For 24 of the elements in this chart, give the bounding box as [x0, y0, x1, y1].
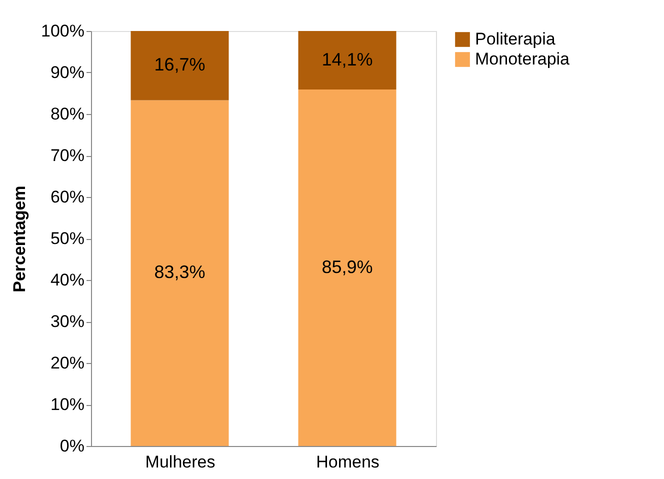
data-label: 14,1%	[322, 49, 373, 70]
legend-label: Politerapia	[475, 30, 556, 48]
y-tick-label: 70%	[50, 146, 84, 165]
y-tick-label: 50%	[50, 229, 84, 248]
y-tick-label: 100%	[41, 22, 84, 40]
y-tick-label: 30%	[50, 312, 84, 331]
data-label: 85,9%	[322, 256, 373, 277]
bar	[130, 100, 229, 446]
data-label: 83,3%	[154, 262, 206, 282]
legend-label: Monoterapia	[475, 50, 570, 68]
data-label: 16,7%	[154, 54, 206, 75]
y-tick-label: 40%	[50, 270, 84, 290]
y-tick-label: 10%	[50, 395, 84, 414]
y-tick-label: 80%	[50, 104, 84, 124]
y-tick-label: 90%	[50, 63, 84, 82]
bar	[298, 31, 396, 90]
x-tick-label: Mulheres	[145, 452, 216, 472]
bar	[130, 31, 229, 100]
bar	[298, 90, 396, 446]
y-tick-label: 20%	[50, 354, 84, 372]
y-tick-label: 60%	[50, 188, 84, 206]
x-tick-label: Homens	[316, 452, 380, 472]
y-axis-title: Percentagem	[10, 186, 30, 292]
y-tick-label: 0%	[60, 436, 84, 456]
